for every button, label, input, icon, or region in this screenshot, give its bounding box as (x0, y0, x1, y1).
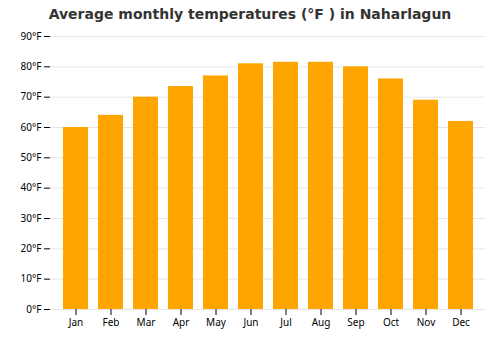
svg-text:Apr: Apr (173, 315, 190, 329)
svg-text:0°F: 0°F (26, 302, 41, 316)
svg-text:Jul: Jul (279, 315, 292, 329)
svg-text:Oct: Oct (383, 315, 400, 329)
svg-text:40°F: 40°F (21, 180, 42, 194)
svg-text:80°F: 80°F (21, 59, 42, 73)
svg-text:Sep: Sep (347, 315, 364, 329)
svg-text:90°F: 90°F (21, 29, 42, 43)
html-text:Average monthly temperatures (: Average monthly temperatures (°F ) in Na… (48, 6, 452, 22)
svg-text:20°F: 20°F (21, 241, 42, 255)
svg-text:May: May (206, 315, 227, 329)
svg-text:Jan: Jan (68, 315, 84, 329)
svg-text:Jun: Jun (242, 315, 258, 329)
svg-text:50°F: 50°F (21, 150, 42, 164)
svg-text:Mar: Mar (137, 315, 156, 329)
svg-text:Aug: Aug (312, 315, 331, 329)
svg-text:30°F: 30°F (21, 211, 42, 225)
svg-text:Dec: Dec (452, 315, 470, 329)
svg-text:Nov: Nov (417, 315, 436, 329)
svg-text:Feb: Feb (103, 315, 120, 329)
svg-text:70°F: 70°F (21, 89, 42, 103)
svg-text:10°F: 10°F (21, 271, 42, 285)
svg-text:60°F: 60°F (21, 120, 42, 134)
